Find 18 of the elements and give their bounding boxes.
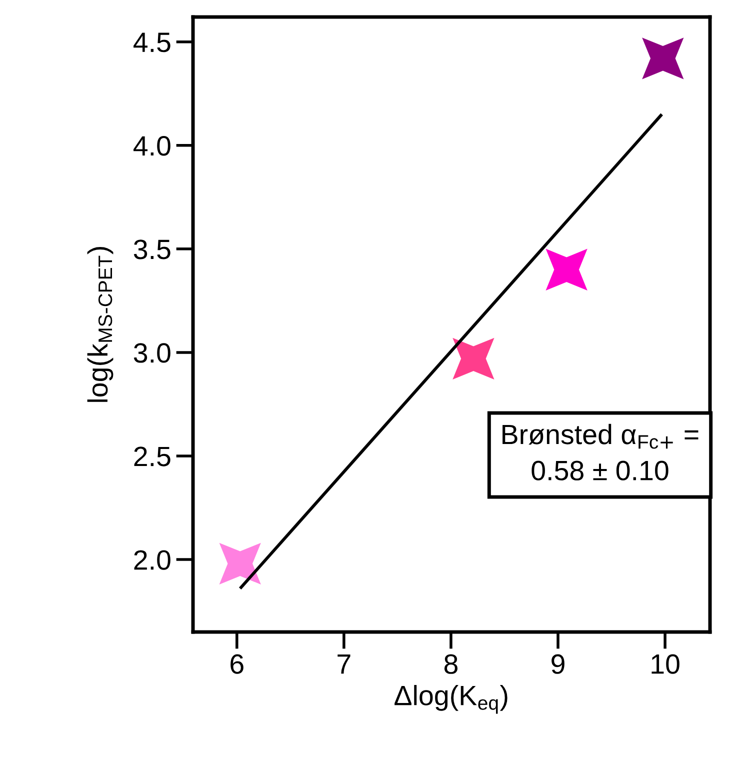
y-tick-label: 4.5 [134,32,170,52]
x-tick-label: 9 [552,654,564,674]
x-axis-title: Δlog(K$_{eq}$) [394,684,508,714]
y-tick-label: 3.5 [134,240,170,260]
point [219,542,261,584]
y-tick-label: 2.0 [134,550,170,570]
x-tick-label: 8 [444,654,458,674]
y-tick-label: 2.5 [134,446,170,466]
point [546,248,588,290]
point [452,338,494,380]
y-tick-label: 4.0 [134,136,170,156]
point [642,38,684,80]
y-tick-label: 3.0 [134,343,170,363]
x-tick-label: 6 [230,654,244,674]
x-tick-label: 7 [338,654,350,674]
annotation: Brønsted α$_{Fc+}$ = 0.58 ± 0.10 [502,424,698,480]
x-tick-label: 10 [652,654,680,674]
y-axis-title: log(k$_{MS-CPET}$) [87,247,114,402]
